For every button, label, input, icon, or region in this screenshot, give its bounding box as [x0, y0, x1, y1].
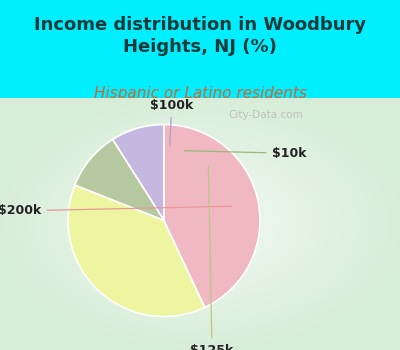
Text: Hispanic or Latino residents: Hispanic or Latino residents — [94, 86, 306, 101]
Wedge shape — [164, 125, 260, 307]
Text: $200k: $200k — [0, 204, 232, 217]
Text: $100k: $100k — [150, 99, 193, 146]
Text: Income distribution in Woodbury
Heights, NJ (%): Income distribution in Woodbury Heights,… — [34, 16, 366, 56]
Text: $125k: $125k — [190, 167, 234, 350]
Text: City-Data.com: City-Data.com — [229, 111, 304, 120]
Text: $10k: $10k — [184, 147, 306, 160]
Wedge shape — [68, 185, 205, 316]
Wedge shape — [75, 139, 164, 220]
Wedge shape — [112, 125, 164, 220]
